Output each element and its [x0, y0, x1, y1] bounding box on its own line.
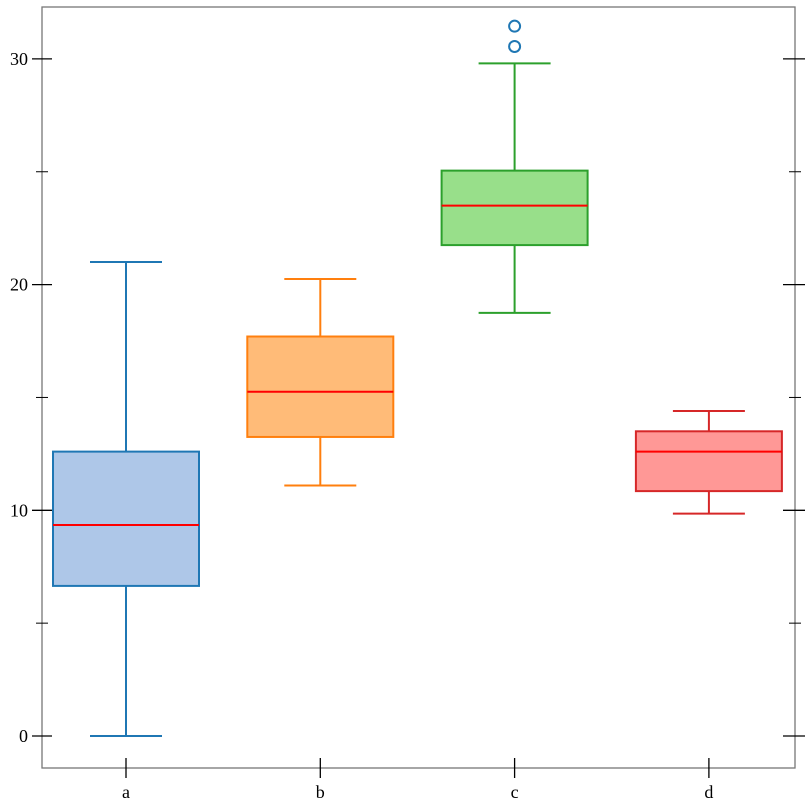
box-c — [440, 169, 589, 247]
outlier-c — [508, 19, 522, 33]
plot-frame — [41, 6, 796, 769]
x-tick-label: d — [704, 782, 713, 802]
outlier-c — [508, 39, 522, 53]
x-tick-label: a — [122, 782, 130, 802]
box-a — [52, 450, 200, 587]
x-tick-label: b — [316, 782, 325, 802]
y-tick-label: 0 — [19, 726, 28, 746]
box-b — [246, 335, 395, 438]
x-tick-label: c — [511, 782, 519, 802]
y-tick-label: 30 — [10, 49, 28, 69]
y-tick-label: 20 — [10, 275, 28, 295]
y-tick-label: 10 — [10, 500, 28, 520]
box-d — [634, 430, 783, 493]
